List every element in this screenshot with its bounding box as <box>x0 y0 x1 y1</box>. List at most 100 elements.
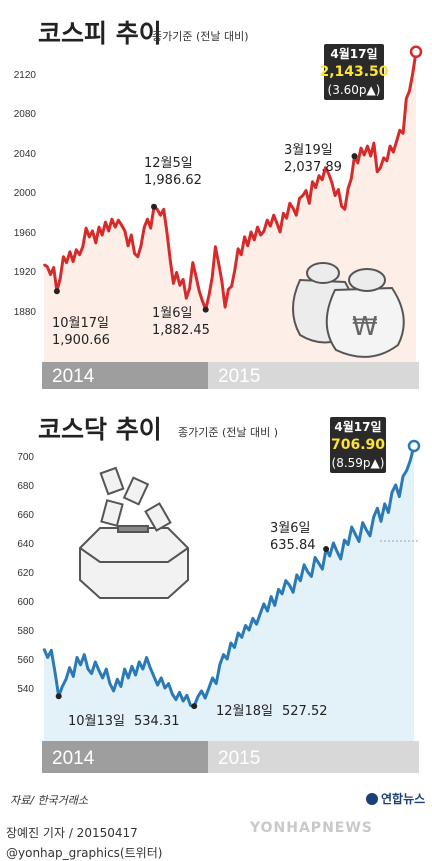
kosdaq-point-14 <box>94 661 97 663</box>
kospi-point-12 <box>82 246 84 248</box>
kospi-point-82 <box>308 202 311 205</box>
kospi-point-78 <box>295 214 298 216</box>
kospi-point-9 <box>72 260 74 263</box>
kosdaq-point-99 <box>405 469 408 472</box>
kosdaq-point-69 <box>296 574 298 576</box>
kospi-point-104 <box>379 167 382 169</box>
kospi-point-32 <box>146 218 149 220</box>
kosdaq-point-38 <box>182 700 184 702</box>
kosdaq-point-85 <box>354 533 357 536</box>
ballot-box-icon <box>79 466 189 599</box>
kosdaq-point-75 <box>318 562 320 565</box>
kospi-point-8 <box>69 251 71 253</box>
kospi-point-35 <box>156 208 158 211</box>
kosdaq-annotations: 10월13일 534.31 12월18일 527.52 3월6일 635.84 <box>68 521 328 729</box>
kosdaq-point-86 <box>358 540 360 543</box>
kospi-point-73 <box>279 231 281 233</box>
kosdaq-point-17 <box>105 668 108 670</box>
yonhap-logo: 연합뉴스 <box>366 790 425 807</box>
kospi-point-105 <box>382 157 385 159</box>
kospi-end-marker <box>409 45 423 59</box>
kospi-point-76 <box>289 202 291 205</box>
kosdaq-line <box>42 445 416 708</box>
kospi-point-14 <box>88 236 91 238</box>
yonhapnews-watermark: YONHAPNEWS <box>250 820 373 836</box>
kosdaq-point-95 <box>391 491 393 494</box>
kosdaq-point-5 <box>61 685 64 688</box>
kospi-point-37 <box>162 208 165 211</box>
kosdaq-point-2 <box>50 649 53 652</box>
kosdaq-point-54 <box>241 636 243 639</box>
kosdaq-point-73 <box>310 575 313 578</box>
kospi-point-13 <box>85 227 87 229</box>
kosdaq-y-tick: 680 <box>17 481 34 492</box>
kospi-point-103 <box>376 171 379 173</box>
kospi-point-106 <box>386 160 388 162</box>
kosdaq-point-59 <box>259 613 261 615</box>
kospi-point-19 <box>104 221 107 223</box>
kospi-point-54 <box>217 262 220 265</box>
kospi-y-tick: 2000 <box>14 188 37 199</box>
kospi-point-20 <box>107 230 110 232</box>
kospi-y-ticks: 1880 1920 1960 2000 2040 2080 2120 <box>14 70 37 318</box>
kospi-point-2 <box>49 273 52 276</box>
kosdaq-point-83 <box>347 543 349 546</box>
kosdaq-point-61 <box>266 610 269 612</box>
kosdaq-point-26 <box>138 661 140 663</box>
kosdaq-point-80 <box>336 550 338 553</box>
kospi-point-42 <box>179 284 181 287</box>
kospi-point-45 <box>188 287 191 290</box>
kosdaq-point-71 <box>303 564 305 566</box>
kosdaq-point-60 <box>263 603 265 605</box>
kosdaq-point-98 <box>402 475 404 478</box>
kosdaq-y-tick: 540 <box>17 684 34 695</box>
kospi-point-1 <box>46 265 48 268</box>
kospi-point-40 <box>172 282 175 285</box>
kospi-point-31 <box>143 226 146 228</box>
kosdaq-point-6 <box>65 678 67 681</box>
kosdaq-end-marker <box>407 439 421 453</box>
kospi-point-7 <box>65 261 68 264</box>
kospi-point-57 <box>227 288 230 291</box>
kospi-point-6 <box>62 255 65 258</box>
kosdaq-point-91 <box>376 507 379 510</box>
kospi-y-tick: 1960 <box>14 228 37 239</box>
kosdaq-y-tick: 620 <box>17 568 34 579</box>
kospi-point-98 <box>360 147 362 149</box>
kosdaq-point-56 <box>248 629 250 631</box>
yonhap-logo-label: 연합뉴스 <box>381 792 426 806</box>
kosdaq-point-47 <box>215 682 217 685</box>
kospi-point-63 <box>247 245 249 247</box>
kospi-y-tick: 2120 <box>14 70 37 81</box>
kosdaq-end-ring <box>407 439 421 453</box>
kospi-point-11 <box>78 253 81 256</box>
kospi-point-113 <box>408 90 411 92</box>
kospi-point-100 <box>366 145 369 147</box>
kosdaq-last-value: 706.90 <box>331 437 385 453</box>
kosdaq-point-27 <box>142 668 144 670</box>
kospi-ann-date: 12월5일 <box>144 156 193 171</box>
yonhap-logo-icon <box>366 793 378 805</box>
sns-credit: @yonhap_graphics(트위터) <box>6 846 163 860</box>
kosdaq-point-68 <box>292 591 294 594</box>
kospi-point-30 <box>140 245 142 247</box>
kospi-point-95 <box>350 177 353 180</box>
kospi-point-107 <box>389 145 391 147</box>
kosdaq-point-40 <box>189 704 192 707</box>
kospi-point-67 <box>259 234 262 236</box>
kosdaq-last-change: (8.59p▲) <box>332 456 385 470</box>
kospi-point-102 <box>373 142 375 144</box>
kospi-last-value: 2,143.50 <box>319 64 388 80</box>
kospi-point-10 <box>75 249 78 251</box>
kosdaq-y-tick: 560 <box>17 655 34 666</box>
kospi-chart: 코스피 추이 종가기준 (전날 대비) 1880 1920 1960 2000 … <box>14 19 423 389</box>
kosdaq-point-23 <box>127 677 130 679</box>
kospi-point-87 <box>324 167 327 169</box>
kosdaq-point-42 <box>197 695 199 698</box>
kospi-point-112 <box>405 97 408 100</box>
kospi-ann-value: 2,037.89 <box>284 160 342 175</box>
kospi-annotation-dot-1 <box>151 203 157 210</box>
kospi-point-25 <box>124 230 126 232</box>
kosdaq-point-15 <box>98 669 100 672</box>
